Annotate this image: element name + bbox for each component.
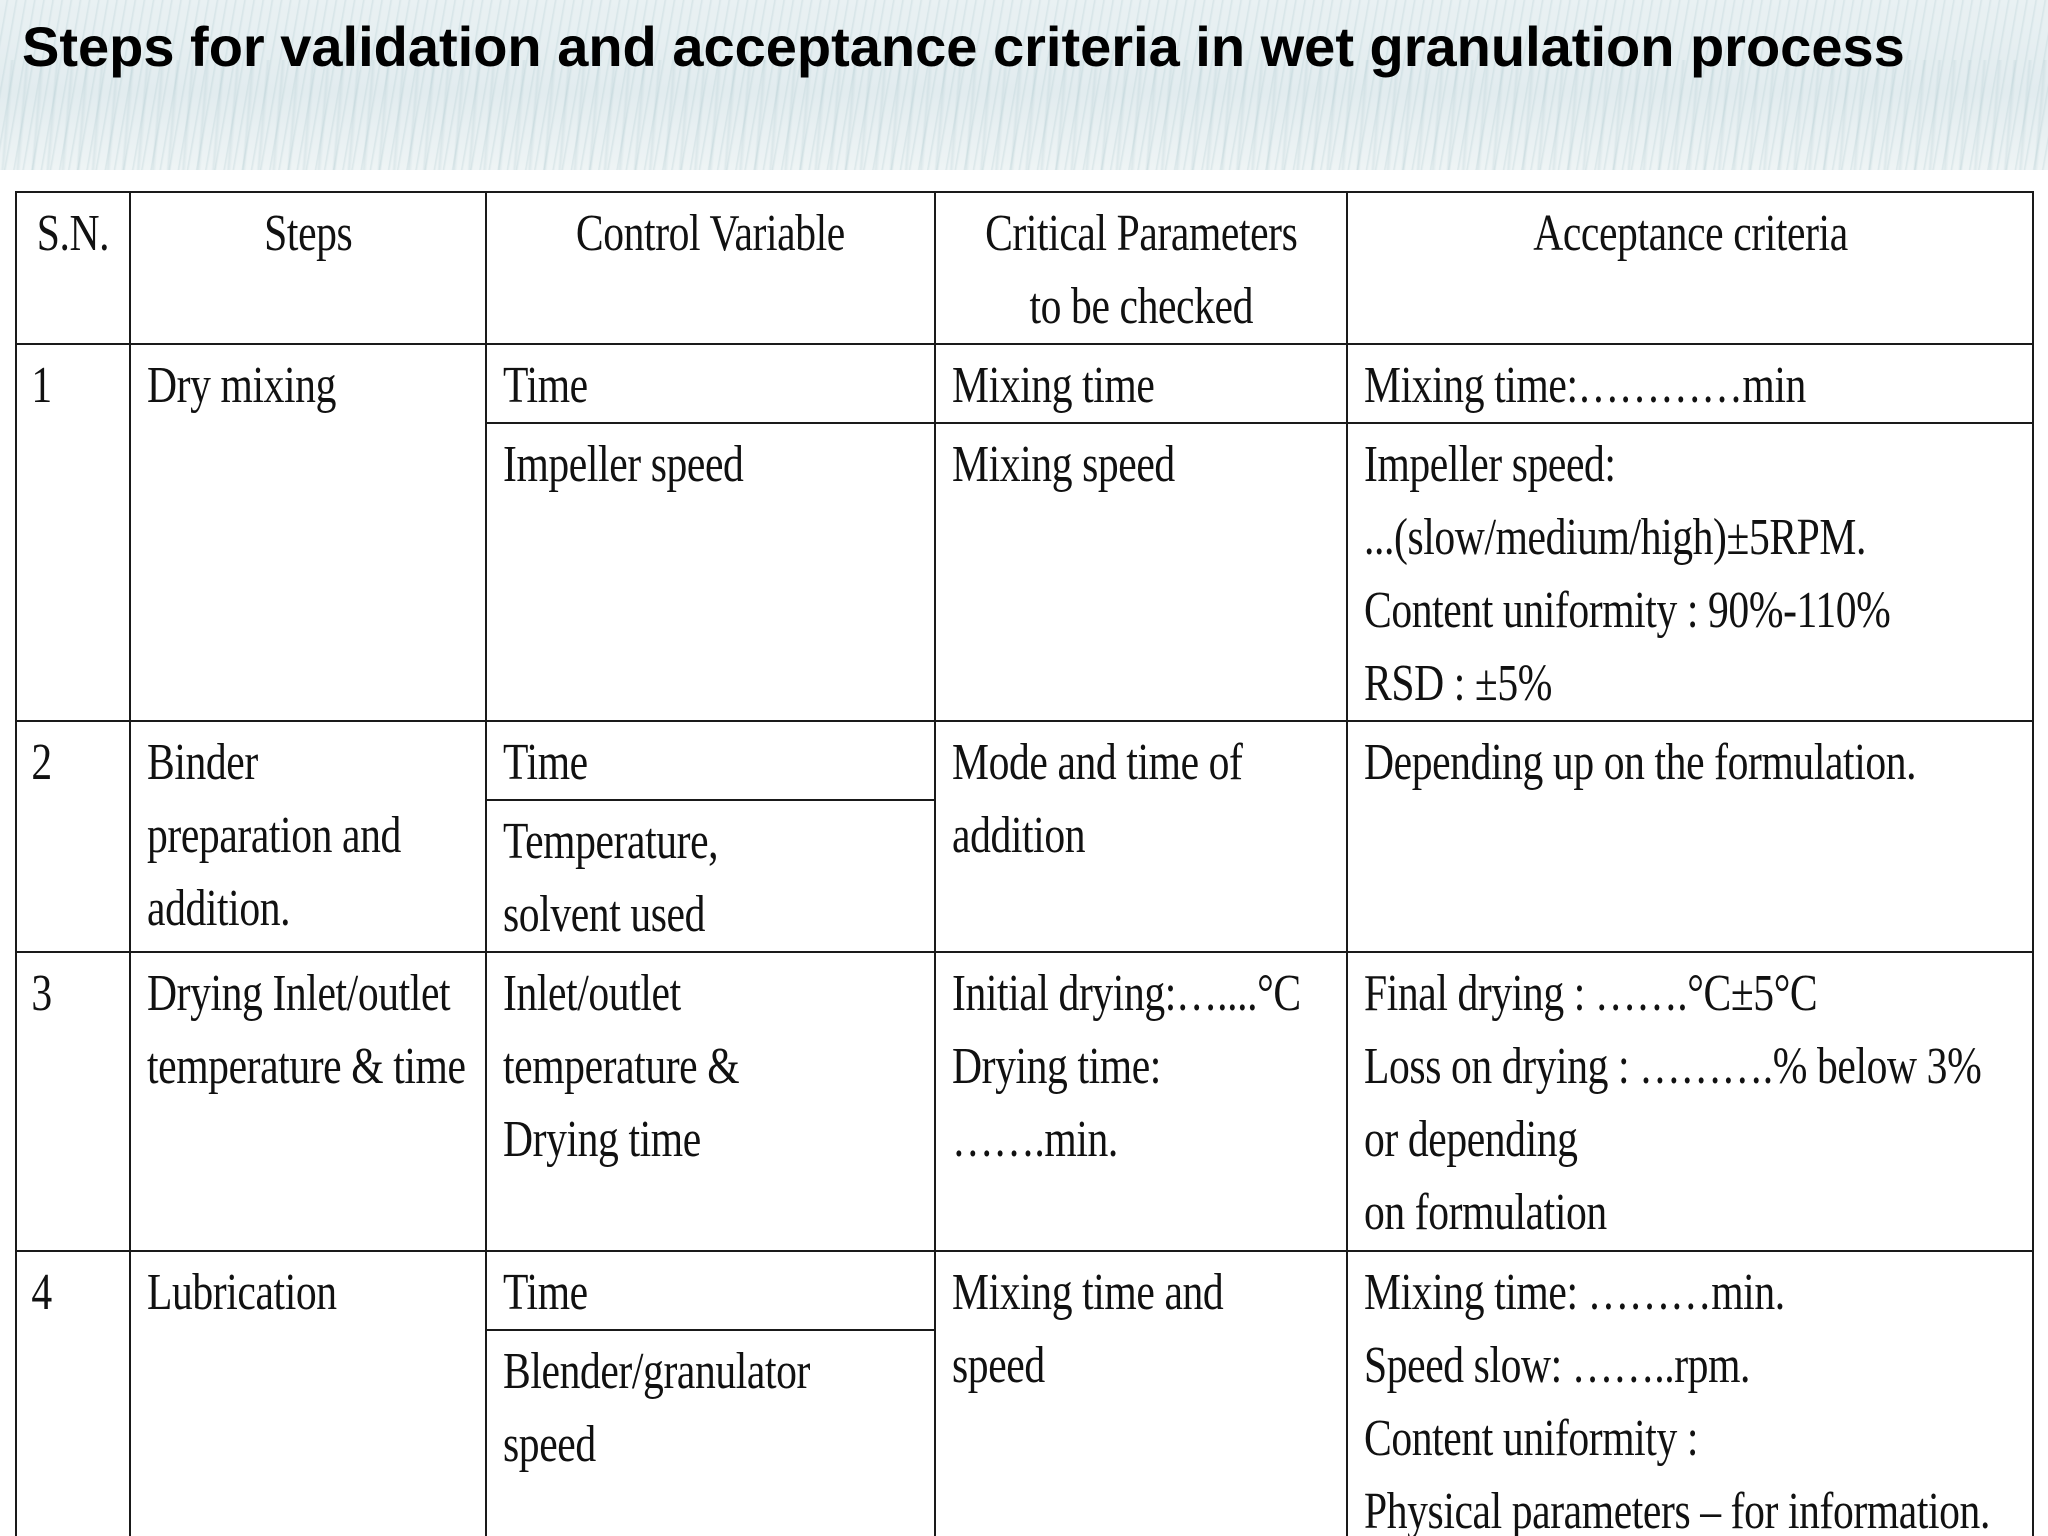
header-steps: Steps <box>129 191 487 345</box>
row-4-sn: 4 <box>15 1250 131 1536</box>
header-decoration <box>0 60 2048 170</box>
header-banner: Steps for validation and acceptance crit… <box>0 0 2048 170</box>
row-1-critical-1: Mixing time <box>934 343 1348 424</box>
table-row: Temperature, solvent used <box>16 799 2033 953</box>
row-4-critical: Mixing time and speed <box>934 1250 1348 1536</box>
header-sn: S.N. <box>15 191 131 345</box>
row-3-control: Inlet/outlet temperature & Drying time <box>485 951 936 1252</box>
row-2-step: Binder preparation and addition. <box>129 720 487 953</box>
page-title: Steps for validation and acceptance crit… <box>22 15 1905 78</box>
header-critical-parameters: Critical Parameters to be checked <box>934 191 1348 345</box>
table-row: Impeller speed Mixing speed Impeller spe… <box>16 422 2034 722</box>
row-4-control-2: Blender/granulator speed <box>485 1329 936 1536</box>
row-2-control-1: Time <box>485 720 936 801</box>
row-1-control-2: Impeller speed <box>485 422 936 722</box>
row-4-acceptance: Mixing time: ………min. Speed slow: ……..rpm… <box>1346 1250 2034 1536</box>
row-1-acceptance-2: Impeller speed: ...(slow/medium/high)±5R… <box>1346 422 2034 722</box>
row-2-sn: 2 <box>15 720 131 953</box>
row-1-step: Dry mixing <box>129 343 487 722</box>
row-3-sn: 3 <box>15 951 131 1252</box>
row-3-step: Drying Inlet/outlet temperature & time <box>129 951 487 1252</box>
row-2-control-2: Temperature, solvent used <box>485 799 936 953</box>
table-row: 1 Dry mixing Time Mixing time Mixing tim… <box>15 343 2034 722</box>
row-4-control-1: Time <box>485 1250 936 1331</box>
row-4-step: Lubrication <box>129 1250 487 1536</box>
row-1-sn: 1 <box>15 343 131 722</box>
row-2-critical: Mode and time of addition <box>934 720 1348 953</box>
header-acceptance-criteria: Acceptance criteria <box>1346 191 2034 345</box>
table-row: 2 Binder preparation and addition. Time … <box>15 720 2034 953</box>
row-3-acceptance: Final drying : …….°C±5°C Loss on drying … <box>1346 951 2034 1252</box>
header-control-variable: Control Variable <box>485 191 936 345</box>
table-row: Blender/granulator speed <box>16 1329 2033 1536</box>
row-2-acceptance: Depending up on the formulation. <box>1346 720 2034 953</box>
row-1-control-1: Time <box>485 343 936 424</box>
row-1-acceptance-1: Mixing time:…………min <box>1346 343 2034 424</box>
table-row: 3 Drying Inlet/outlet temperature & time… <box>15 951 2034 1252</box>
table-header-row: S.N. Steps Control Variable Critical Par… <box>15 191 2034 345</box>
row-3-critical: Initial drying:…....°C Drying time: …….m… <box>934 951 1348 1252</box>
row-1-critical-2: Mixing speed <box>934 422 1348 722</box>
validation-table: S.N. Steps Control Variable Critical Par… <box>15 191 2034 1536</box>
table-row: 4 Lubrication Time Mixing time and speed… <box>15 1250 2034 1536</box>
